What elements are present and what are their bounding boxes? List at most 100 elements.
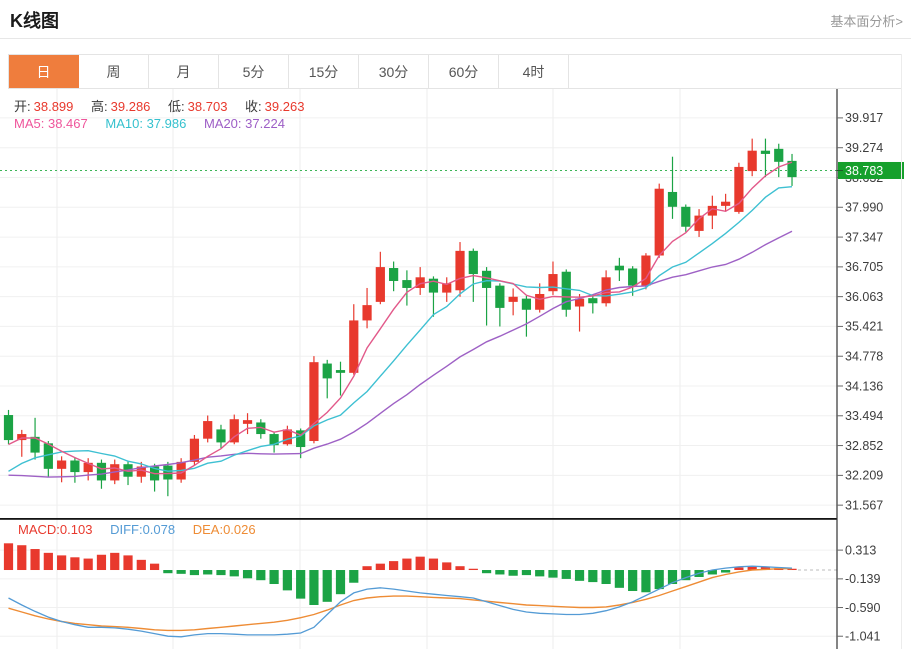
macd-bar (123, 555, 133, 571)
macd-bar (654, 570, 664, 590)
macd-bar (216, 570, 226, 576)
macd-bar (521, 570, 532, 576)
ma20-value: 37.224 (245, 116, 285, 131)
page-title: K线图 (10, 11, 59, 31)
current-price-badge (838, 161, 904, 179)
macd-bar (282, 570, 292, 591)
close-label: 收: (245, 99, 262, 114)
y-axis-label: 36.063 (845, 290, 883, 304)
candle (667, 191, 678, 207)
candle (57, 460, 67, 469)
candle (747, 150, 757, 172)
macd-bar (349, 570, 359, 583)
macd-bar (203, 570, 213, 575)
candle (721, 201, 731, 206)
candle (468, 250, 478, 275)
ma10-label: MA10: (105, 116, 143, 131)
candle (269, 434, 279, 446)
close-value: 39.263 (264, 99, 305, 114)
tab-30min[interactable]: 30分 (359, 55, 429, 88)
macd-bar (495, 570, 505, 575)
candle (96, 462, 107, 481)
header-divider (0, 38, 911, 39)
macd-bar (641, 570, 651, 593)
candle (481, 270, 492, 288)
macd-bar (96, 554, 107, 571)
candle (681, 206, 691, 227)
macd-bar (721, 570, 731, 573)
dea-value: 0.026 (223, 522, 256, 537)
candle (282, 429, 292, 445)
candle (362, 305, 372, 321)
macd-bar (681, 570, 691, 581)
tab-week[interactable]: 周 (79, 55, 149, 88)
macd-bar (176, 570, 186, 574)
low-label: 低: (168, 99, 185, 114)
macd-bar (760, 566, 771, 571)
candle (375, 267, 385, 302)
candle (203, 421, 213, 439)
macd-bar (229, 570, 239, 577)
macd-value: 0.103 (59, 522, 93, 537)
y-axis-label: 37.990 (845, 201, 883, 215)
macd-bar (734, 567, 744, 571)
macd-bar (269, 570, 279, 585)
macd-bar (747, 566, 757, 571)
candle (309, 362, 319, 442)
y-axis-label: 34.136 (845, 379, 883, 393)
candle (216, 429, 226, 443)
macd-bar (535, 570, 545, 577)
candle (43, 443, 53, 469)
macd-bar (189, 570, 200, 576)
interval-tabbar: 日 周 月 5分 15分 30分 60分 4时 (8, 54, 902, 89)
candle (296, 430, 306, 448)
y-axis-label: 31.567 (845, 498, 883, 512)
tab-month[interactable]: 月 (149, 55, 219, 88)
macd-bar (468, 568, 478, 571)
candle (694, 215, 704, 231)
panel-divider (0, 518, 837, 520)
ma10-value: 37.986 (146, 116, 187, 131)
high-value: 39.286 (110, 99, 151, 114)
macd-bar (3, 543, 14, 571)
macd-label: MACD: (18, 522, 60, 537)
tab-60min[interactable]: 60分 (429, 55, 499, 88)
candle (787, 160, 797, 178)
diff-label: DIFF: (110, 522, 143, 537)
candle (628, 268, 638, 286)
ma5-value: 38.467 (47, 116, 88, 131)
y-axis-label: 32.209 (845, 469, 883, 483)
candlestick-canvas[interactable]: 39.91739.27438.63237.99037.34736.70536.0… (0, 89, 911, 518)
candle (442, 283, 452, 293)
tab-5min[interactable]: 5分 (219, 55, 289, 88)
ma20-line (8, 230, 793, 478)
page-right-border (901, 54, 902, 649)
macd-y-axis-label: -0.590 (845, 601, 880, 615)
low-value: 38.703 (187, 99, 228, 114)
open-value: 38.899 (33, 99, 74, 114)
y-axis-label: 39.274 (845, 141, 883, 155)
macd-canvas[interactable]: 0.313 -0.139 -0.590 -1.041 (0, 518, 911, 649)
header: K线图 基本面分析> (0, 0, 911, 38)
open-label: 开: (14, 99, 31, 114)
ma-readout: MA5: 38.467 MA10: 37.986 MA20: 37.224 (14, 116, 299, 131)
tab-15min[interactable]: 15分 (289, 55, 359, 88)
y-axis-label: 33.494 (845, 409, 883, 423)
candle (335, 370, 346, 373)
macd-readout: MACD:0.103 DIFF:0.078 DEA:0.026 (18, 522, 270, 537)
macd-bar (296, 570, 306, 599)
tab-4hour[interactable]: 4时 (499, 55, 569, 88)
macd-bar (242, 570, 253, 579)
tab-day[interactable]: 日 (9, 55, 79, 88)
macd-y-axis-label: 0.313 (845, 543, 876, 557)
ma20-label: MA20: (203, 116, 242, 131)
candle (561, 271, 571, 310)
candle (495, 285, 505, 308)
ma10-line (8, 186, 793, 472)
candle (70, 460, 80, 473)
candle (163, 465, 173, 480)
macd-bar (70, 557, 80, 571)
fundamental-analysis-link[interactable]: 基本面分析> (830, 14, 903, 29)
macd-bar (309, 570, 319, 605)
macd-bar (335, 570, 346, 595)
